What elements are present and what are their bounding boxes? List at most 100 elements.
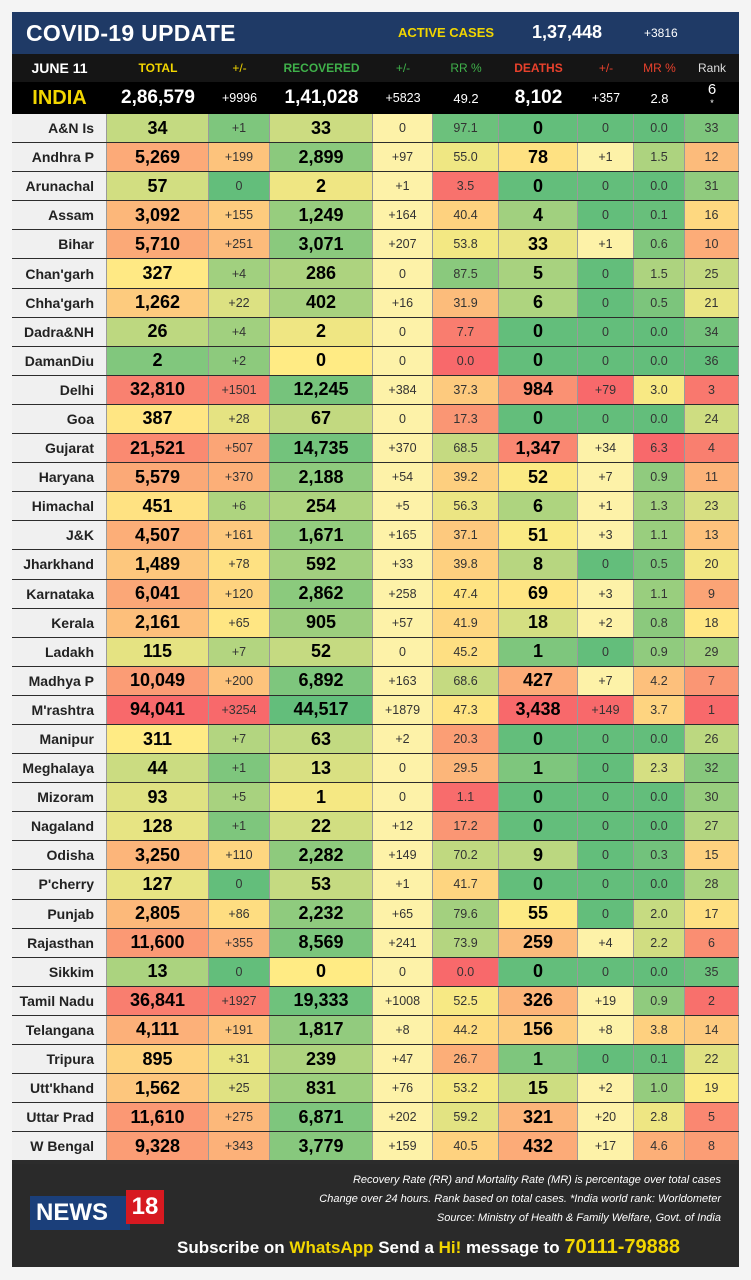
recovered-cell: 239 [270, 1045, 373, 1074]
recovered-cell: 592 [270, 550, 373, 579]
deaths-cell: 5 [499, 259, 578, 288]
india-rr: 49.2 [453, 90, 479, 106]
mr-cell: 3.8 [634, 1015, 685, 1044]
deaths-change-cell: 0 [578, 870, 634, 899]
total-cell: 3,092 [107, 201, 209, 230]
mr-cell: 6.3 [634, 434, 685, 463]
deaths-change-cell: +7 [578, 463, 634, 492]
deaths-change-cell: +2 [578, 608, 634, 637]
recovered-change-cell: +33 [373, 550, 433, 579]
rank-cell: 4 [685, 434, 739, 463]
state-name: P'cherry [12, 870, 107, 899]
table-row: Gujarat 21,521 +507 14,735 +370 68.5 1,347 +34 6… [12, 434, 739, 464]
deaths-cell: 0 [499, 404, 578, 434]
rr-cell: 53.8 [433, 230, 499, 259]
recovered-change-cell: 0 [373, 114, 433, 143]
table-row: Assam 3,092 +155 1,249 +164 40.4 4 0 0.1 16 [12, 201, 739, 231]
news18-logo: NEWS 18 [30, 1190, 166, 1230]
rr-cell: 1.1 [433, 783, 499, 812]
rank-cell: 10 [685, 230, 739, 259]
hi-label: Hi! [438, 1238, 462, 1257]
table-row: Sikkim 13 0 0 0 0.0 0 0 0.0 35 [12, 957, 739, 987]
state-name: M'rashtra [12, 695, 107, 724]
total-change-cell: +7 [209, 637, 270, 666]
deaths-change-cell: +34 [578, 434, 634, 463]
column-header-row: JUNE 11 TOTAL +/- RECOVERED +/- RR % DEA… [12, 54, 739, 82]
rank-cell: 33 [685, 114, 739, 143]
recovered-change-cell: +159 [373, 1132, 433, 1161]
subscribe-line: Subscribe on WhatsApp Send a Hi! message… [177, 1236, 680, 1259]
total-cell: 94,041 [107, 695, 209, 724]
recovered-change-cell: 0 [373, 754, 433, 783]
total-change-cell: +4 [209, 259, 270, 288]
rank-cell: 24 [685, 404, 739, 434]
india-recovered: 1,41,028 [284, 87, 359, 108]
date-header: JUNE 11 [31, 60, 88, 76]
rank-cell: 2 [685, 986, 739, 1015]
rr-cell: 68.6 [433, 666, 499, 695]
total-change-cell: +251 [209, 230, 270, 259]
mr-cell: 3.7 [634, 695, 685, 724]
total-cell: 36,841 [107, 986, 209, 1015]
state-name: Goa [12, 404, 107, 434]
mr-cell: 1.5 [634, 143, 685, 172]
state-name: Utt'khand [12, 1074, 107, 1103]
logo-number: 18 [126, 1190, 164, 1224]
deaths-cell: 0 [499, 724, 578, 754]
recovered-cell: 8,569 [270, 928, 373, 957]
rank-cell: 31 [685, 172, 739, 201]
table-row: Delhi 32,810 +1501 12,245 +384 37.3 984 +79 3.0 3 [12, 375, 739, 405]
total-change-cell: +120 [209, 579, 270, 608]
deaths-change-cell: +4 [578, 928, 634, 957]
deaths-change-cell: 0 [578, 957, 634, 986]
mr-cell: 2.3 [634, 754, 685, 783]
recovered-change-cell: +57 [373, 608, 433, 637]
table-row: Mizoram 93 +5 1 0 1.1 0 0 0.0 30 [12, 783, 739, 813]
total-cell: 21,521 [107, 434, 209, 463]
total-cell: 10,049 [107, 666, 209, 695]
recovered-change-header: +/- [395, 61, 411, 75]
rank-cell: 28 [685, 870, 739, 899]
rr-cell: 39.2 [433, 463, 499, 492]
deaths-change-cell: 0 [578, 841, 634, 870]
total-change-cell: +4 [209, 317, 270, 346]
mr-cell: 1.1 [634, 521, 685, 550]
recovered-cell: 1 [270, 783, 373, 812]
recovered-cell: 2,899 [270, 143, 373, 172]
rr-cell: 26.7 [433, 1045, 499, 1074]
rr-cell: 87.5 [433, 259, 499, 288]
total-cell: 895 [107, 1045, 209, 1074]
mr-cell: 0.0 [634, 404, 685, 434]
mr-cell: 0.0 [634, 172, 685, 201]
recovered-change-cell: 0 [373, 404, 433, 434]
rank-cell: 32 [685, 754, 739, 783]
deaths-cell: 0 [499, 172, 578, 201]
rr-cell: 37.1 [433, 521, 499, 550]
deaths-change-cell: +3 [578, 521, 634, 550]
table-row: Rajasthan 11,600 +355 8,569 +241 73.9 259 +4 2.2… [12, 928, 739, 958]
footnote-change: Change over 24 hours. Rank based on tota… [319, 1193, 721, 1205]
rr-cell: 47.4 [433, 579, 499, 608]
recovered-change-cell: +241 [373, 928, 433, 957]
deaths-change-cell: 0 [578, 754, 634, 783]
rr-cell: 0.0 [433, 957, 499, 986]
total-cell: 115 [107, 637, 209, 666]
recovered-header: RECOVERED [283, 61, 360, 75]
total-change-cell: +1 [209, 812, 270, 841]
state-name: W Bengal [12, 1132, 107, 1161]
whatsapp-label: WhatsApp [289, 1238, 374, 1257]
india-mr: 2.8 [650, 90, 669, 106]
recovered-cell: 12,245 [270, 375, 373, 404]
rank-cell: 5 [685, 1103, 739, 1132]
deaths-cell: 0 [499, 317, 578, 346]
total-cell: 57 [107, 172, 209, 201]
rr-cell: 17.3 [433, 404, 499, 434]
recovered-change-cell: 0 [373, 957, 433, 986]
recovered-cell: 2,282 [270, 841, 373, 870]
total-cell: 451 [107, 492, 209, 521]
mr-cell: 1.0 [634, 1074, 685, 1103]
mr-cell: 0.9 [634, 463, 685, 492]
total-cell: 32,810 [107, 375, 209, 404]
total-change-cell: +161 [209, 521, 270, 550]
total-change-cell: +5 [209, 783, 270, 812]
